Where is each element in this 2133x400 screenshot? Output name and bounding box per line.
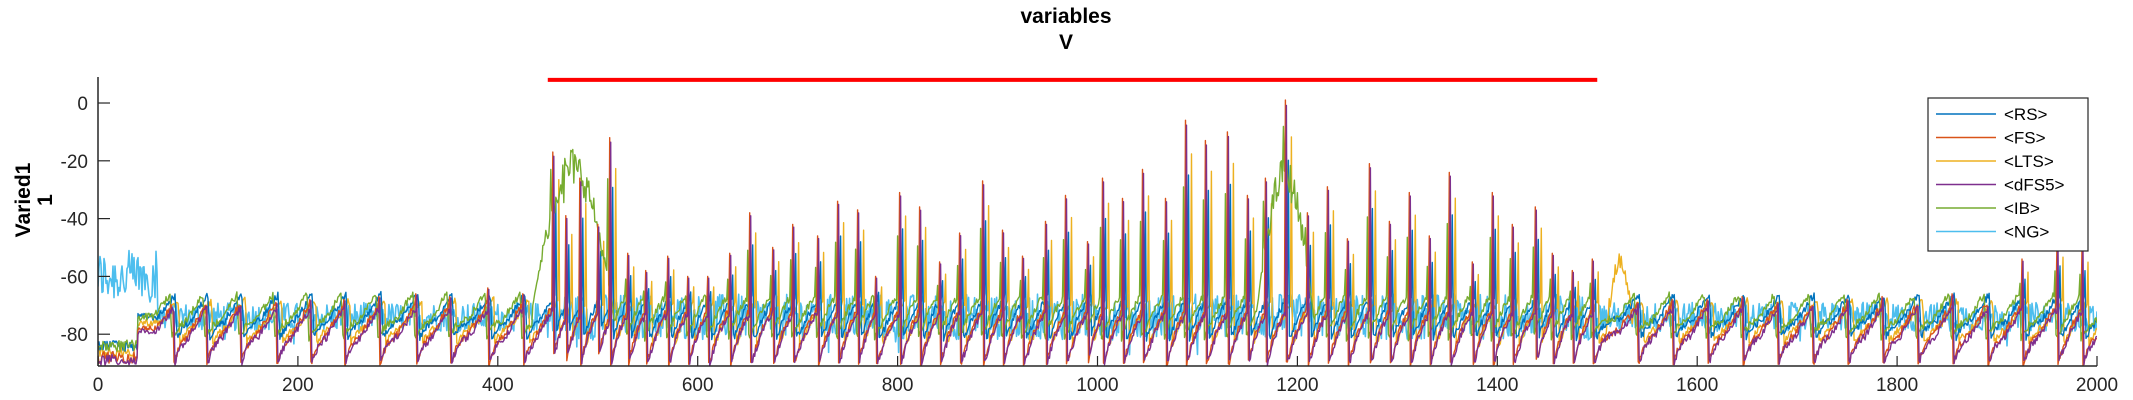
y-tick-label: -80 bbox=[61, 325, 88, 346]
legend-box bbox=[1927, 97, 2089, 252]
y-axis-ticks: 0 -20 -40 -60 -80 bbox=[61, 94, 110, 346]
y-tick-label: -40 bbox=[61, 210, 88, 231]
legend-entry: <LTS> bbox=[2004, 152, 2054, 171]
y-axis-label: Varied1 bbox=[12, 162, 35, 237]
x-tick-label: 800 bbox=[882, 375, 914, 396]
x-tick-label: 1000 bbox=[1076, 375, 1118, 396]
x-tick-label: 1400 bbox=[1476, 375, 1518, 396]
x-tick-label: 400 bbox=[482, 375, 514, 396]
chart-subtitle: V bbox=[1059, 31, 1073, 54]
plot-area bbox=[98, 99, 2097, 366]
y-tick-label: 0 bbox=[77, 94, 88, 115]
series-line-ib bbox=[98, 125, 2097, 352]
x-tick-label: 200 bbox=[282, 375, 314, 396]
x-tick-label: 1600 bbox=[1676, 375, 1718, 396]
y-tick-label: -20 bbox=[61, 152, 88, 173]
x-tick-label: 2000 bbox=[2076, 375, 2118, 396]
x-axis-ticks: 0 200 400 600 800 1000 1200 1400 1600 1800 2000 bbox=[93, 356, 2118, 396]
x-tick-label: 1200 bbox=[1276, 375, 1318, 396]
x-tick-label: 0 bbox=[93, 375, 104, 396]
legend-entry: <RS> bbox=[2004, 105, 2048, 124]
y-axis-label-line2: 1 bbox=[34, 194, 57, 206]
legend: <RS> <FS> <LTS> <dFS5> <IB> <NG> bbox=[1927, 97, 2089, 252]
legend-entry: <IB> bbox=[2004, 199, 2040, 218]
x-tick-label: 1800 bbox=[1876, 375, 1918, 396]
series-line-rs bbox=[98, 159, 2097, 352]
series-line-dfs5 bbox=[98, 104, 2097, 366]
series-line-ng bbox=[98, 249, 2097, 356]
legend-entry: <dFS5> bbox=[2004, 176, 2065, 195]
legend-entry: <NG> bbox=[2004, 223, 2049, 242]
y-tick-label: -60 bbox=[61, 267, 88, 288]
x-tick-label: 600 bbox=[682, 375, 714, 396]
legend-entry: <FS> bbox=[2004, 129, 2046, 148]
chart-title: variables bbox=[1020, 5, 1111, 28]
